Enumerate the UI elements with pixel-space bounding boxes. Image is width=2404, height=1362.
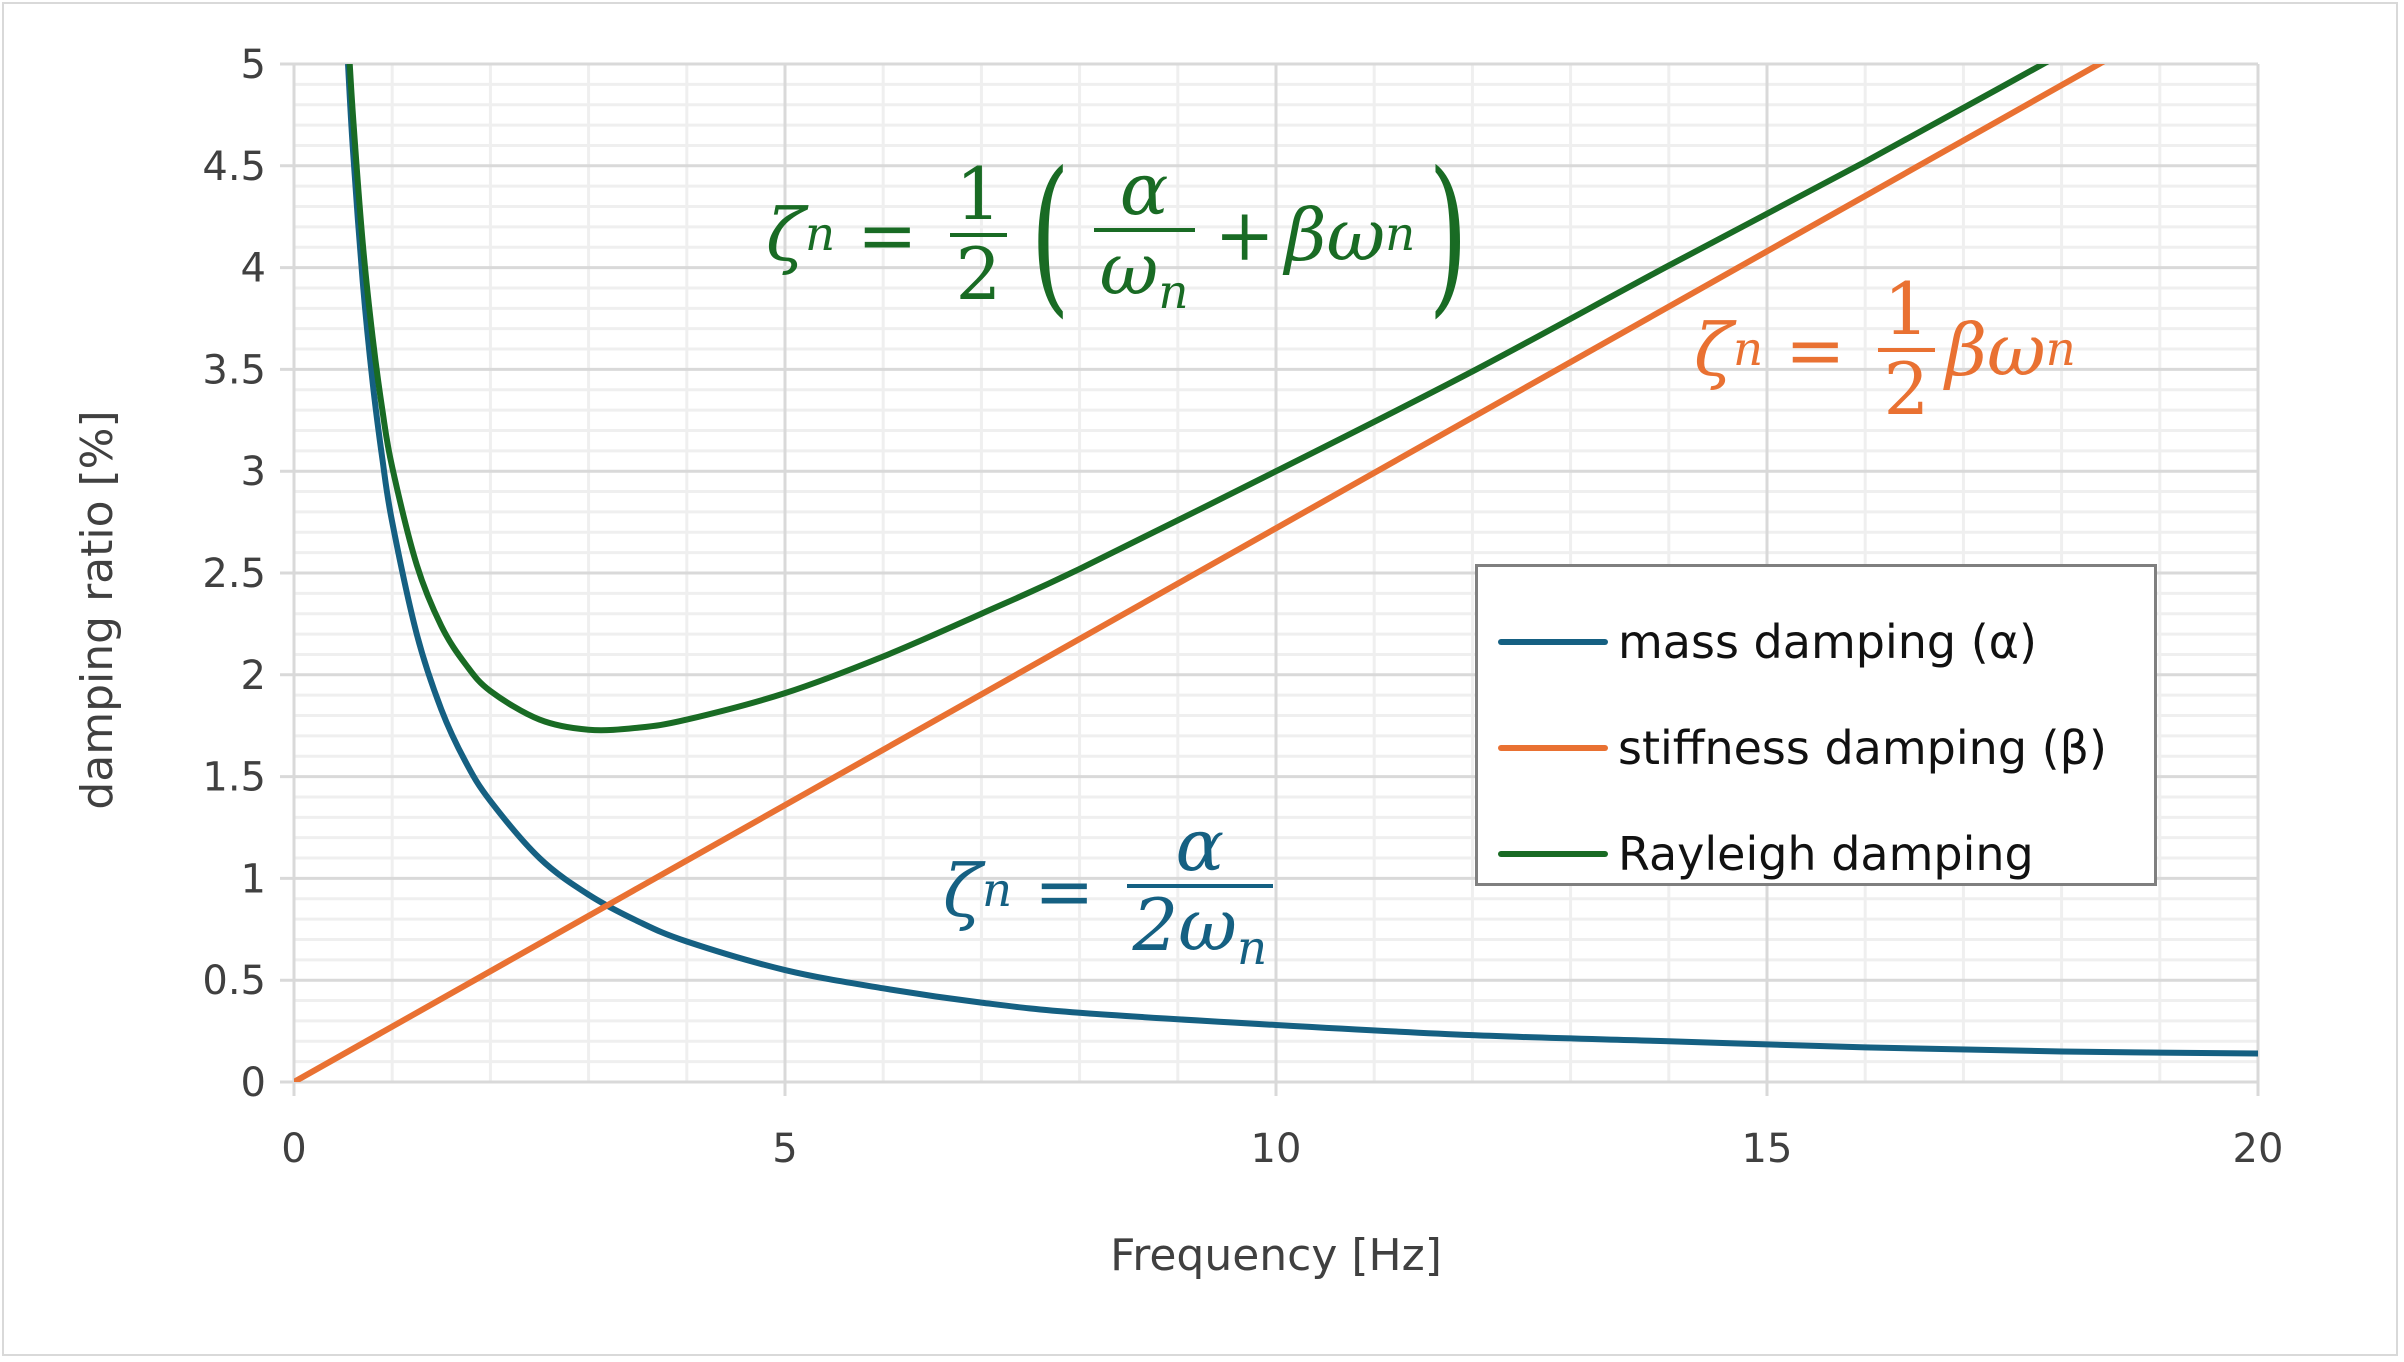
- y-tick-label: 5: [241, 42, 266, 88]
- y-tick-label: 4.5: [202, 144, 266, 190]
- y-tick-label: 1: [241, 856, 266, 902]
- y-tick-label: 0.5: [202, 958, 266, 1004]
- subscript: n: [1158, 265, 1189, 320]
- y-axis-title: damping ratio [%]: [72, 410, 123, 809]
- legend-label-rayleigh: Rayleigh damping: [1618, 827, 2034, 881]
- x-tick-label: 15: [1742, 1126, 1793, 1172]
- alpha-fraction: α ωn: [1093, 147, 1195, 320]
- plus: +: [1214, 193, 1275, 277]
- series-line-rayleigh: [346, 64, 2050, 734]
- legend-swatch-stiffness: [1498, 745, 1608, 751]
- subscript: n: [1385, 208, 1416, 262]
- zeta: ζ: [766, 193, 806, 277]
- numerator: 1: [955, 152, 1002, 237]
- subscript: n: [805, 208, 836, 262]
- numerator: α: [1175, 803, 1225, 887]
- denominator: ωn: [1093, 226, 1195, 320]
- series-group: [294, 64, 2258, 1082]
- y-tick-label: 3: [241, 449, 266, 495]
- legend-label-mass: mass damping (α): [1618, 615, 2037, 669]
- y-tick-label: 1.5: [202, 755, 266, 801]
- legend-item-mass: mass damping (α): [1498, 589, 2154, 695]
- denominator: 2: [1877, 347, 1936, 428]
- numerator: α: [1119, 147, 1169, 232]
- y-tick-label: 3.5: [202, 347, 266, 393]
- legend-swatch-rayleigh: [1498, 851, 1608, 857]
- x-tick-label: 0: [281, 1126, 306, 1172]
- x-tick-label: 10: [1251, 1126, 1302, 1172]
- alpha-fraction: α 2ωn: [1126, 803, 1274, 976]
- subscript: n: [1733, 322, 1764, 377]
- beta-omega: βω: [1945, 307, 2046, 392]
- y-tick-label: 2: [241, 653, 266, 699]
- left-paren: (: [1030, 136, 1071, 334]
- equals: =: [1785, 307, 1846, 392]
- equals: =: [1034, 848, 1095, 933]
- beta-omega: βω: [1284, 193, 1386, 277]
- legend-label-stiffness: stiffness damping (β): [1618, 721, 2107, 775]
- legend-item-stiffness: stiffness damping (β): [1498, 695, 2154, 801]
- subscript: n: [1237, 921, 1268, 976]
- subscript: n: [982, 863, 1013, 918]
- subscript: n: [2045, 322, 2076, 377]
- series-line-mass: [345, 64, 2258, 1057]
- zeta: ζ: [943, 848, 983, 933]
- denominator: 2ωn: [1126, 882, 1274, 976]
- zeta: ζ: [1694, 307, 1734, 392]
- numerator: 1: [1883, 267, 1930, 351]
- two-omega: 2ω: [1132, 882, 1238, 967]
- x-axis-title: Frequency [Hz]: [1110, 1230, 1442, 1281]
- omega: ω: [1099, 226, 1159, 311]
- series-line-stiffness: [294, 64, 2106, 1082]
- equals: =: [857, 193, 918, 277]
- right-paren: ): [1428, 136, 1469, 334]
- denominator: 2: [949, 233, 1008, 313]
- y-tick-label: 0: [241, 1060, 266, 1106]
- legend: mass damping (α) stiffness damping (β) R…: [1475, 564, 2157, 886]
- x-tick-label: 20: [2233, 1126, 2284, 1172]
- legend-item-rayleigh: Rayleigh damping: [1498, 801, 2154, 907]
- y-tick-label: 4: [241, 246, 266, 292]
- legend-swatch-mass: [1498, 639, 1608, 645]
- tick-labels: 0 0.5 1 1.5 2 2.5 3 3.5 4 4.5 5 0 5 10 15 20: [202, 42, 2283, 1172]
- x-tick-label: 5: [772, 1126, 797, 1172]
- y-tick-label: 2.5: [202, 551, 266, 597]
